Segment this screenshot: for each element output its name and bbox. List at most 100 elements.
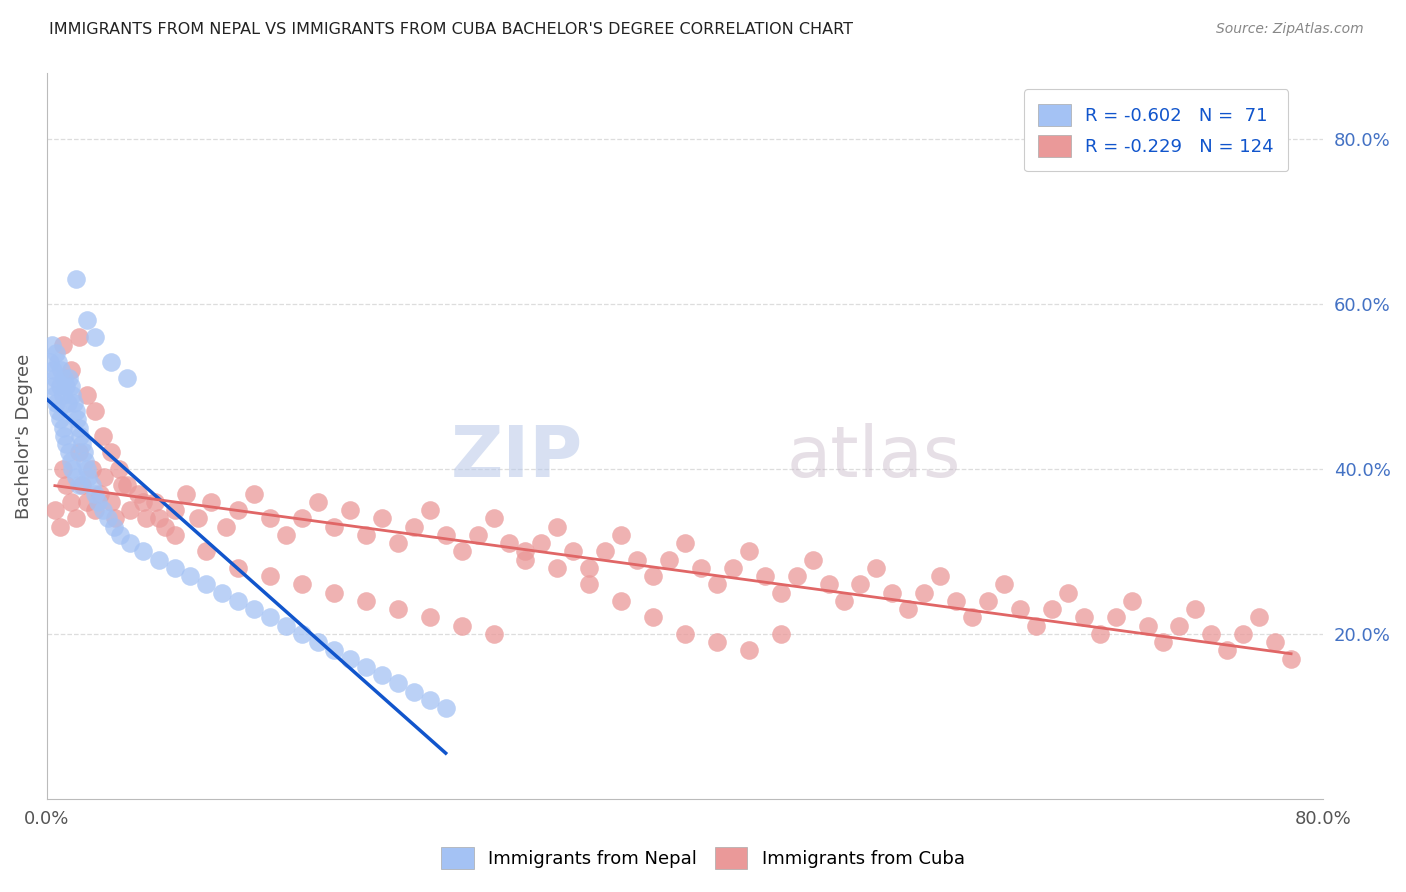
Legend: R = -0.602   N =  71, R = -0.229   N = 124: R = -0.602 N = 71, R = -0.229 N = 124 xyxy=(1024,89,1288,171)
Point xyxy=(163,561,186,575)
Point xyxy=(44,503,66,517)
Point xyxy=(1056,585,1078,599)
Point xyxy=(42,379,65,393)
Point xyxy=(211,585,233,599)
Point xyxy=(44,371,66,385)
Point xyxy=(56,396,79,410)
Point xyxy=(1184,602,1206,616)
Point xyxy=(769,627,792,641)
Point xyxy=(76,313,98,327)
Point xyxy=(450,544,472,558)
Point xyxy=(66,412,89,426)
Point xyxy=(179,569,201,583)
Point xyxy=(65,511,87,525)
Point xyxy=(1088,627,1111,641)
Point xyxy=(402,519,425,533)
Point xyxy=(897,602,920,616)
Text: atlas: atlas xyxy=(787,423,962,492)
Point xyxy=(450,618,472,632)
Point xyxy=(52,338,75,352)
Point xyxy=(91,429,114,443)
Point xyxy=(163,503,186,517)
Point xyxy=(1232,627,1254,641)
Point xyxy=(107,462,129,476)
Point xyxy=(52,387,75,401)
Point xyxy=(626,552,648,566)
Point xyxy=(387,602,409,616)
Point xyxy=(115,371,138,385)
Point xyxy=(1040,602,1063,616)
Text: Source: ZipAtlas.com: Source: ZipAtlas.com xyxy=(1216,22,1364,37)
Point xyxy=(91,503,114,517)
Point xyxy=(59,363,82,377)
Point xyxy=(402,684,425,698)
Point xyxy=(849,577,872,591)
Point xyxy=(163,528,186,542)
Point xyxy=(530,536,553,550)
Point xyxy=(135,511,157,525)
Point xyxy=(706,577,728,591)
Point xyxy=(70,437,93,451)
Point xyxy=(371,511,394,525)
Point xyxy=(673,627,696,641)
Point xyxy=(1216,643,1239,657)
Point xyxy=(62,387,84,401)
Point xyxy=(834,594,856,608)
Point xyxy=(53,371,76,385)
Point xyxy=(89,486,111,500)
Point xyxy=(578,577,600,591)
Point xyxy=(131,544,153,558)
Point xyxy=(104,511,127,525)
Point xyxy=(59,379,82,393)
Point xyxy=(945,594,967,608)
Point xyxy=(63,396,86,410)
Point xyxy=(291,511,314,525)
Point xyxy=(419,503,441,517)
Point xyxy=(960,610,983,624)
Point xyxy=(195,544,218,558)
Point xyxy=(62,462,84,476)
Point xyxy=(1121,594,1143,608)
Point xyxy=(673,536,696,550)
Point xyxy=(291,627,314,641)
Point xyxy=(96,511,118,525)
Point xyxy=(546,561,568,575)
Point xyxy=(562,544,585,558)
Point xyxy=(110,528,132,542)
Point xyxy=(41,338,63,352)
Point xyxy=(48,379,70,393)
Point xyxy=(55,478,77,492)
Point xyxy=(80,478,103,492)
Point xyxy=(817,577,839,591)
Point xyxy=(339,503,361,517)
Point xyxy=(482,511,505,525)
Point xyxy=(55,379,77,393)
Point xyxy=(498,536,520,550)
Point xyxy=(1279,651,1302,665)
Point xyxy=(1104,610,1126,624)
Point xyxy=(354,528,377,542)
Point xyxy=(339,651,361,665)
Point xyxy=(131,495,153,509)
Point xyxy=(67,445,90,459)
Point xyxy=(578,561,600,575)
Point xyxy=(118,536,141,550)
Point xyxy=(100,354,122,368)
Text: IMMIGRANTS FROM NEPAL VS IMMIGRANTS FROM CUBA BACHELOR'S DEGREE CORRELATION CHAR: IMMIGRANTS FROM NEPAL VS IMMIGRANTS FROM… xyxy=(49,22,853,37)
Point xyxy=(1008,602,1031,616)
Point xyxy=(1073,610,1095,624)
Point xyxy=(610,528,633,542)
Point xyxy=(865,561,887,575)
Point xyxy=(259,569,281,583)
Point xyxy=(55,437,77,451)
Legend: Immigrants from Nepal, Immigrants from Cuba: Immigrants from Nepal, Immigrants from C… xyxy=(432,838,974,879)
Point xyxy=(387,676,409,690)
Point xyxy=(75,453,97,467)
Point xyxy=(243,602,266,616)
Point xyxy=(67,420,90,434)
Point xyxy=(276,528,298,542)
Point xyxy=(1025,618,1047,632)
Point xyxy=(46,404,69,418)
Point xyxy=(118,503,141,517)
Point xyxy=(419,693,441,707)
